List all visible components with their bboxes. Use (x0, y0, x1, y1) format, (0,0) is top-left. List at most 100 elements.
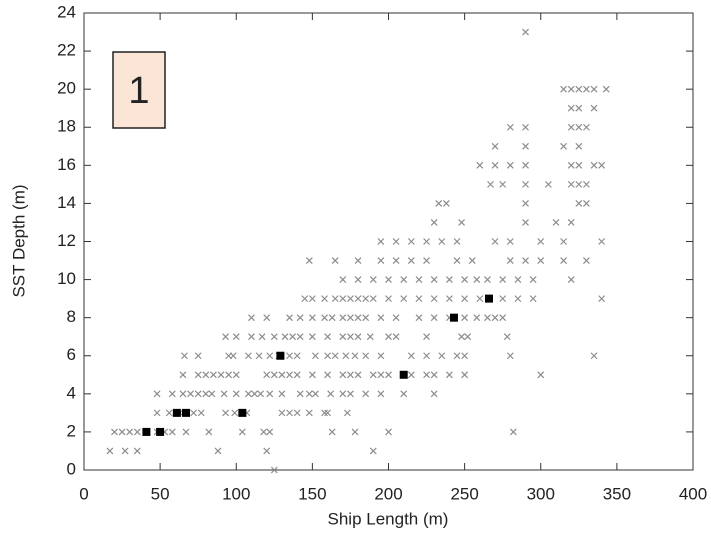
x-tick-label: 200 (374, 484, 402, 503)
point (278, 409, 286, 417)
point (522, 180, 529, 188)
point (208, 390, 216, 398)
point (369, 295, 377, 303)
point (354, 333, 362, 341)
point (514, 295, 522, 303)
point (369, 447, 377, 455)
point (423, 238, 430, 245)
annotation: 1 (128, 70, 149, 112)
point (168, 428, 176, 436)
point (484, 294, 493, 303)
point (296, 314, 304, 322)
point (575, 123, 583, 131)
point (575, 142, 583, 150)
point (328, 314, 336, 322)
point (142, 427, 151, 436)
point (476, 295, 484, 303)
point (354, 314, 362, 322)
point (342, 352, 350, 360)
point (499, 180, 507, 188)
point (590, 161, 598, 169)
point (278, 371, 286, 379)
point (270, 333, 278, 341)
point (251, 390, 258, 398)
point (172, 408, 181, 417)
point (260, 428, 268, 436)
point (377, 257, 385, 264)
point (575, 104, 583, 112)
point (567, 161, 575, 169)
point (225, 371, 233, 379)
y-tick-label: 0 (67, 459, 76, 478)
point (438, 352, 446, 360)
point (392, 238, 400, 245)
point (324, 333, 332, 341)
point (293, 409, 301, 417)
point (484, 314, 491, 322)
y-tick-label: 10 (57, 269, 76, 288)
point (567, 276, 575, 284)
point (461, 314, 469, 322)
point (331, 257, 339, 264)
point (214, 447, 222, 455)
point (266, 428, 274, 436)
point (266, 390, 274, 398)
point (385, 333, 392, 341)
point (369, 276, 377, 284)
y-tick-label: 20 (57, 79, 76, 98)
y-tick-label: 22 (57, 41, 76, 60)
y-tick-label: 6 (67, 345, 76, 364)
point (321, 409, 328, 417)
point (415, 295, 423, 303)
point (311, 390, 319, 398)
point (106, 447, 114, 455)
point (575, 180, 583, 188)
point (347, 390, 354, 398)
point (522, 219, 529, 226)
y-tick-label: 12 (57, 231, 76, 250)
y-tick-label: 14 (57, 193, 76, 212)
point (491, 238, 499, 245)
point (179, 390, 187, 398)
point (281, 333, 289, 341)
point (506, 161, 514, 169)
point (575, 199, 583, 207)
point (464, 333, 472, 341)
point (385, 428, 392, 436)
point (182, 408, 191, 417)
point (461, 371, 469, 379)
point (602, 85, 610, 93)
point (487, 180, 494, 188)
point (327, 390, 335, 398)
point (308, 314, 316, 322)
point (248, 333, 255, 341)
point (362, 295, 370, 303)
point (111, 428, 118, 436)
point (354, 295, 362, 303)
point (205, 428, 213, 436)
point (449, 313, 458, 322)
point (499, 295, 507, 303)
point (194, 371, 202, 379)
point (506, 257, 514, 264)
point (506, 238, 514, 245)
point (392, 257, 400, 264)
point (407, 371, 415, 379)
point (339, 333, 347, 341)
point (305, 257, 313, 264)
point (560, 142, 568, 150)
point (442, 199, 450, 207)
point (339, 390, 347, 398)
point (522, 161, 529, 169)
point (263, 314, 271, 322)
y-tick-label: 4 (67, 383, 76, 402)
point (560, 257, 568, 264)
point (567, 123, 575, 131)
point (181, 352, 188, 360)
point (266, 352, 274, 360)
point (415, 314, 423, 322)
point (324, 371, 332, 379)
point (311, 352, 319, 360)
point (590, 85, 598, 93)
